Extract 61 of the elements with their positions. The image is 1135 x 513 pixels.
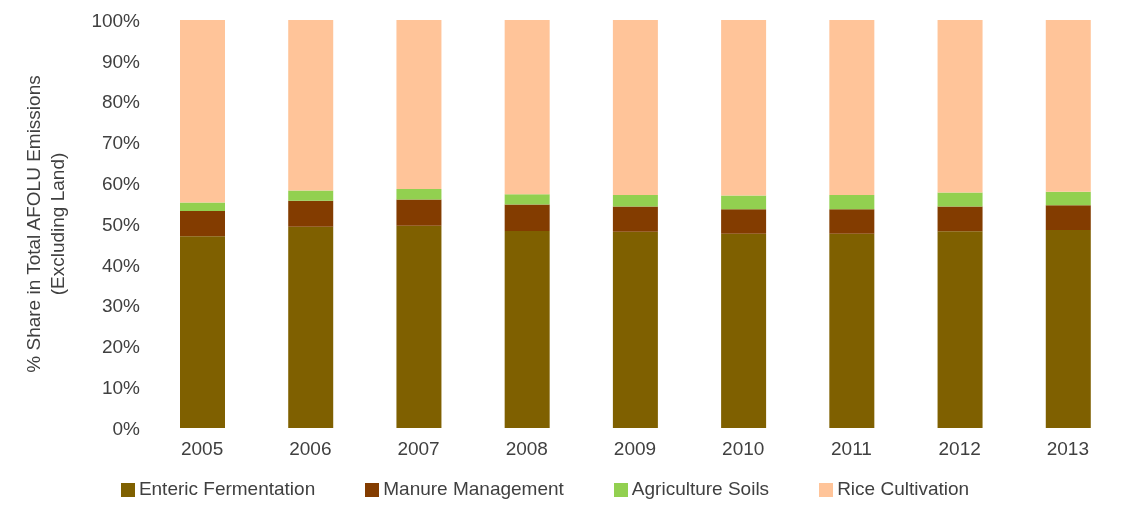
legend-label: Agriculture Soils [631, 478, 770, 499]
bar [937, 231, 983, 428]
y-tick-label: 20% [101, 336, 141, 358]
bar [721, 20, 767, 196]
bar [612, 206, 658, 232]
bar [1045, 230, 1091, 428]
bar [396, 199, 442, 226]
legend-label: Rice Cultivation [837, 478, 970, 499]
bar [180, 20, 225, 203]
bar [504, 194, 550, 205]
bar [180, 236, 225, 428]
y-tick-label: 60% [101, 172, 141, 194]
bar [721, 233, 767, 428]
x-tick-label: 2010 [722, 438, 765, 460]
bar [288, 190, 334, 201]
bar [829, 209, 875, 234]
y-tick-label: 70% [101, 132, 141, 154]
y-tick-label: 0% [112, 417, 141, 439]
x-tick-label: 2013 [1046, 438, 1090, 460]
bar [504, 204, 550, 231]
bar [504, 230, 550, 428]
bar [612, 231, 658, 428]
bar [721, 209, 767, 234]
bar [721, 195, 767, 210]
legend-label: Manure Management [383, 478, 564, 499]
legend-label: Enteric Fermentation [138, 478, 316, 499]
bar [288, 20, 334, 191]
bar [829, 20, 875, 196]
bar [612, 195, 658, 207]
bar [612, 20, 658, 196]
x-tick-label: 2009 [613, 438, 657, 460]
bar [1045, 191, 1091, 206]
y-tick-label: 40% [101, 254, 141, 276]
x-tick-label: 2011 [831, 438, 872, 460]
x-tick-label: 2006 [289, 438, 332, 460]
y-tick-label: 90% [101, 50, 141, 72]
y-tick-label: 30% [101, 295, 141, 317]
bar [288, 200, 334, 227]
x-tick-label: 2008 [505, 438, 548, 460]
bar [829, 233, 875, 428]
bar [396, 225, 442, 428]
bar [180, 202, 225, 211]
bar [1045, 205, 1091, 231]
bar [1045, 20, 1091, 192]
x-tick-label: 2007 [397, 438, 440, 460]
bar [504, 20, 550, 195]
x-tick-label: 2005 [180, 438, 224, 460]
bar [829, 195, 875, 210]
bar [180, 210, 225, 237]
y-tick-label: 50% [101, 213, 141, 235]
bar [937, 206, 983, 232]
bar [937, 20, 983, 193]
bar [288, 226, 334, 428]
bar [396, 20, 442, 189]
y-tick-label: 10% [101, 376, 141, 398]
x-tick-label: 2012 [938, 438, 981, 460]
y-axis-title: % Share in Total AFOLU Emissions (Excluding Land) [23, 75, 68, 373]
y-tick-label: 80% [101, 91, 141, 113]
y-tick-label: 100% [91, 9, 141, 31]
bar [396, 188, 442, 200]
bar [937, 192, 983, 207]
